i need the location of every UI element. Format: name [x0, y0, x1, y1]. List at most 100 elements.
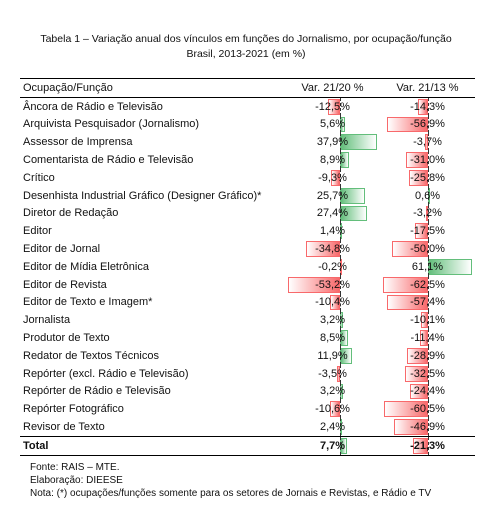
- data-bar: [386, 294, 428, 311]
- value-cell: -25,8%: [380, 168, 475, 187]
- value-cell: -24,4%: [380, 382, 475, 401]
- row: Crítico -9,3% -25,8%: [20, 168, 475, 187]
- value-label: -28,9%: [410, 349, 445, 362]
- data-bar: [330, 169, 340, 186]
- row: Desenhista Industrial Gráfico (Designer …: [20, 186, 475, 205]
- bar-axis: [339, 240, 341, 258]
- subtitle: Brasil, 2013-2021 (em %): [186, 48, 306, 60]
- value-cell: -31,0%: [380, 151, 475, 169]
- data-bar: [288, 276, 340, 293]
- data-bar: [412, 437, 428, 454]
- value-label: -62,5%: [410, 278, 445, 291]
- column-header: Var. 21/13 %: [380, 78, 475, 98]
- footnote: Nota: (*) ocupações/funções somente para…: [30, 488, 432, 499]
- value-label: 8,5%: [319, 332, 346, 345]
- value-cell: -46,9%: [380, 418, 475, 436]
- bar-axis: [428, 436, 429, 455]
- value-cell: -10,4%: [285, 293, 380, 312]
- row: Editor de Texto e Imagem* -10,4% -57,4%: [20, 293, 475, 312]
- bar-axis: [339, 311, 341, 330]
- bar-axis: [339, 186, 341, 205]
- value-label: 11,9%: [317, 349, 348, 362]
- row: Revisor de Texto 2,4% -46,9%: [20, 418, 475, 436]
- value-label: -21,3%: [410, 439, 445, 452]
- value-label: -53,2%: [315, 278, 350, 291]
- value-label: -31,0%: [410, 154, 445, 167]
- value-cell: -60,5%: [380, 400, 475, 419]
- bar-axis: [339, 222, 341, 241]
- bar-axis: [428, 400, 429, 419]
- value-label: -11,4%: [410, 332, 445, 345]
- bar-axis: [428, 346, 429, 365]
- row-label: Total: [20, 435, 285, 456]
- value-label: -3,7%: [413, 136, 442, 149]
- data-bar: [383, 276, 428, 293]
- value-label: -57,4%: [410, 296, 445, 309]
- value-cell: -0,2%: [285, 257, 380, 276]
- value-cell: 7,7%: [285, 435, 380, 456]
- row-label: Desenhista Industrial Gráfico (Designer …: [23, 189, 262, 202]
- value-label: -14,3%: [410, 100, 445, 113]
- bar-axis: [339, 436, 341, 455]
- data-bar: [392, 241, 428, 257]
- bar-axis: [339, 115, 341, 134]
- data-bar: [404, 365, 428, 382]
- bar-axis: [339, 293, 341, 312]
- value-label: 37,9%: [316, 136, 349, 149]
- bar-axis: [339, 275, 341, 294]
- value-label: 3,2%: [319, 385, 346, 398]
- bar-axis: [339, 418, 341, 436]
- value-cell: -17,5%: [380, 222, 475, 241]
- title: Tabela 1 – Variação anual dos vínculos e…: [40, 33, 452, 45]
- value-cell: -32,5%: [380, 364, 475, 383]
- row-label: Revisor de Texto: [23, 421, 105, 434]
- bar-axis: [339, 329, 341, 347]
- row-label: Editor de Revista: [23, 278, 107, 291]
- row: Editor 1,4% -17,5%: [20, 222, 475, 241]
- column-header: Ocupação/Função: [20, 78, 285, 98]
- bar-axis: [428, 257, 429, 276]
- value-cell: 27,4%: [285, 204, 380, 223]
- row: Assessor de Imprensa 37,9% -3,7%: [20, 133, 475, 152]
- row-label: Comentarista de Rádio e Televisão: [23, 154, 194, 167]
- value-label: -10,6%: [315, 403, 350, 416]
- value-cell: 1,4%: [285, 222, 380, 241]
- value-cell: 3,2%: [285, 311, 380, 330]
- value-label: 1,4%: [319, 225, 346, 238]
- bar-axis: [339, 346, 341, 365]
- data-bar: [384, 401, 428, 418]
- value-label: 2,4%: [319, 421, 346, 434]
- row-label: Editor de Jornal: [23, 243, 101, 256]
- data-bar: [420, 312, 428, 329]
- bar-axis: [428, 97, 429, 116]
- value-label: 27,4%: [316, 207, 349, 220]
- row-label: Assessor de Imprensa: [23, 136, 133, 149]
- data-bar: [305, 241, 340, 257]
- data-bar: [425, 205, 428, 222]
- value-cell: -50,0%: [380, 240, 475, 258]
- row: Repórter Fotográfico -10,6% -60,5%: [20, 400, 475, 419]
- value-label: 8,9%: [319, 154, 346, 167]
- bar-axis: [339, 382, 341, 401]
- value-label: -10,1%: [410, 314, 445, 327]
- value-cell: -21,3%: [380, 435, 475, 456]
- bar-axis: [339, 151, 341, 169]
- data-bar: [387, 116, 428, 133]
- value-label: -56,9%: [410, 118, 445, 131]
- value-cell: -34,8%: [285, 240, 380, 258]
- value-cell: 2,4%: [285, 418, 380, 436]
- table: Ocupação/Função Var. 21/20 % Var. 21/13 % Â…: [20, 78, 475, 456]
- row: Editor de Jornal -34,8% -50,0%: [20, 240, 475, 258]
- row-label: Redator de Textos Técnicos: [23, 349, 159, 362]
- value-cell: 25,7%: [285, 186, 380, 205]
- value-cell: -3,5%: [285, 364, 380, 383]
- data-bar: [417, 98, 428, 115]
- footnote: Elaboração: DIEESE: [30, 475, 123, 486]
- data-bar: [327, 98, 340, 115]
- bar-axis: [428, 133, 429, 152]
- value-cell: -10,6%: [285, 400, 380, 419]
- data-bar: [329, 401, 340, 418]
- row-label: Repórter (excl. Rádio e Televisão): [23, 367, 189, 380]
- data-bar: [410, 383, 428, 400]
- row: Repórter de Rádio e Televisão 3,2% -24,4%: [20, 382, 475, 401]
